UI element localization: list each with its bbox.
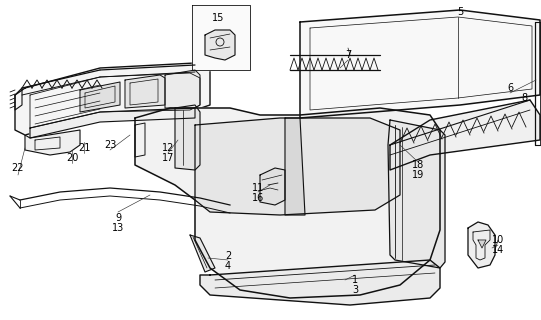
- Polygon shape: [175, 105, 200, 170]
- Text: 9: 9: [115, 213, 121, 223]
- Text: 23: 23: [104, 140, 116, 150]
- Polygon shape: [300, 10, 540, 118]
- Polygon shape: [15, 63, 210, 135]
- Polygon shape: [192, 5, 250, 70]
- Text: 1: 1: [352, 275, 358, 285]
- Polygon shape: [468, 222, 495, 268]
- Polygon shape: [205, 30, 235, 60]
- Polygon shape: [135, 123, 145, 157]
- Polygon shape: [478, 240, 486, 248]
- Polygon shape: [80, 82, 120, 112]
- Text: 12: 12: [162, 143, 174, 153]
- Text: 16: 16: [252, 193, 264, 203]
- Text: 4: 4: [225, 261, 231, 271]
- Text: 6: 6: [507, 83, 513, 93]
- Polygon shape: [260, 168, 285, 205]
- Text: 11: 11: [252, 183, 264, 193]
- Text: 19: 19: [412, 170, 424, 180]
- Polygon shape: [190, 235, 215, 272]
- Text: 20: 20: [66, 153, 78, 163]
- Polygon shape: [195, 118, 400, 215]
- Text: 22: 22: [12, 163, 24, 173]
- Text: 3: 3: [352, 285, 358, 295]
- Text: 17: 17: [162, 153, 174, 163]
- Polygon shape: [200, 260, 440, 305]
- Polygon shape: [125, 75, 165, 108]
- Text: 8: 8: [521, 93, 527, 103]
- Text: 5: 5: [457, 7, 463, 17]
- Polygon shape: [165, 70, 200, 108]
- Text: 18: 18: [412, 160, 424, 170]
- Polygon shape: [135, 108, 440, 298]
- Text: 13: 13: [112, 223, 124, 233]
- Text: 2: 2: [225, 251, 231, 261]
- Text: 21: 21: [78, 143, 90, 153]
- Polygon shape: [285, 118, 305, 215]
- Polygon shape: [25, 130, 80, 155]
- Text: 15: 15: [212, 13, 224, 23]
- Polygon shape: [30, 108, 195, 138]
- Text: 14: 14: [492, 245, 504, 255]
- Polygon shape: [390, 100, 540, 170]
- Text: 10: 10: [492, 235, 504, 245]
- Polygon shape: [388, 120, 445, 268]
- Text: 7: 7: [345, 50, 351, 60]
